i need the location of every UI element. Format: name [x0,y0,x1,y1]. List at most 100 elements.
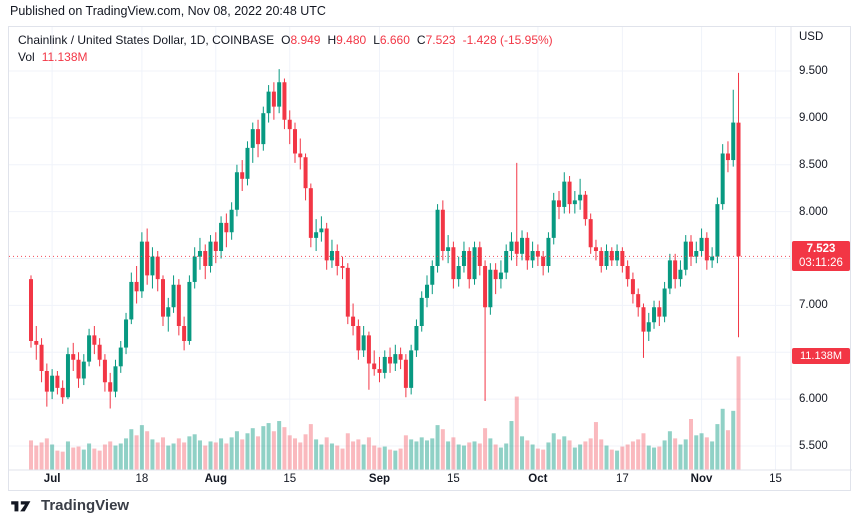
candle-body [124,319,129,348]
volume-bar [277,421,282,470]
candle-body [192,256,197,282]
volume-bar [219,438,224,470]
chart-card: Chainlink / United States Dollar, 1D, CO… [8,26,852,491]
volume-bar [725,430,730,470]
volume-bar [641,433,646,470]
candle-body [65,354,70,398]
volume-bar [440,429,445,470]
volume-bar [673,438,678,470]
volume-bar [572,447,577,470]
candle-body [456,266,461,280]
volume-bar [541,449,546,470]
bar-countdown: 03:11:26 [799,257,843,270]
time-axis-label: Sep [368,473,391,485]
volume-bar [134,435,139,470]
volume-bar [192,434,197,470]
volume-bar [609,449,614,470]
volume-bar [477,443,482,470]
candle-body [636,294,641,308]
candle-body [593,247,598,251]
volume-bar [683,439,688,470]
volume-bar [678,444,683,470]
candle-body [182,326,187,341]
candle-body [271,91,276,107]
volume-bar [150,439,155,470]
candle-body [139,241,144,292]
price-axis-label: 6.000 [799,393,828,406]
tradingview-brand-text: TradingView [41,497,130,514]
volume-bar [720,408,725,470]
candle-body [667,260,672,289]
candle-body [166,307,171,317]
volume-bar [314,439,319,470]
candle-body [588,219,593,248]
volume-bar [293,438,297,470]
candle-body [398,354,403,360]
candle-body [382,356,387,373]
time-axis: Jul 18 Aug 15 Sep 15 Oct 17 Nov 15 [9,470,852,491]
volume-bar [92,448,97,470]
candle-body [361,335,366,351]
volume-bar [308,424,313,470]
candle-body [187,281,192,341]
volume-bar [87,443,92,470]
tradingview-logo-link[interactable]: TradingView [10,497,129,514]
volume-bar [319,444,324,470]
candle-body [129,281,134,320]
volume-bar [525,440,530,470]
volume-bar [329,443,334,470]
candle-body [266,91,271,114]
volume-bar [493,444,498,470]
candle-body [34,341,39,345]
candle-body [578,194,583,201]
volume-bar [345,433,350,470]
volume-bar [588,438,593,470]
volume-bar [662,440,667,470]
candle-body [81,361,86,379]
volume-bar [562,436,567,470]
candle-body [245,147,250,179]
volume-bar [81,449,86,470]
volume-bar [689,419,693,470]
volume-bar [451,437,456,470]
volume-bar [488,438,493,470]
candle-body [652,307,657,323]
candle-body [657,307,662,317]
volume-bar [129,429,134,470]
candle-body [345,267,350,317]
candle-body [388,356,393,364]
volume-bar [446,441,451,470]
volume-bar [29,440,33,470]
candle-body [240,172,245,179]
last-price-badge: 7.523 03:11:26 [792,241,850,272]
candle-body [414,326,419,351]
volume-bar [139,425,144,470]
candle-body [256,129,261,145]
volume-bar [498,447,503,470]
volume-bar [161,437,165,470]
candle-body [583,194,588,220]
candle-body [261,113,266,145]
candle-body [520,237,525,254]
candle-body [324,228,329,261]
volume-bar [514,396,519,470]
volume-bar [266,423,271,470]
candle-body [372,363,377,370]
volume-bar [715,424,720,470]
volume-bar [303,434,308,470]
volume-bar [667,431,672,470]
volume-bar [234,431,239,470]
candle-body [731,122,736,161]
volume-bar [377,447,382,470]
volume-bar [287,435,292,470]
price-axis-label: 5.500 [799,440,828,452]
volume-bar [97,450,102,470]
volume-bar [60,451,65,470]
volume-bar [382,446,387,470]
volume-bar [403,435,408,470]
volume-bar [593,422,598,470]
volume-bar [461,445,466,470]
candle-body [208,241,213,266]
candle-body [161,279,165,317]
candle-body [314,232,319,238]
